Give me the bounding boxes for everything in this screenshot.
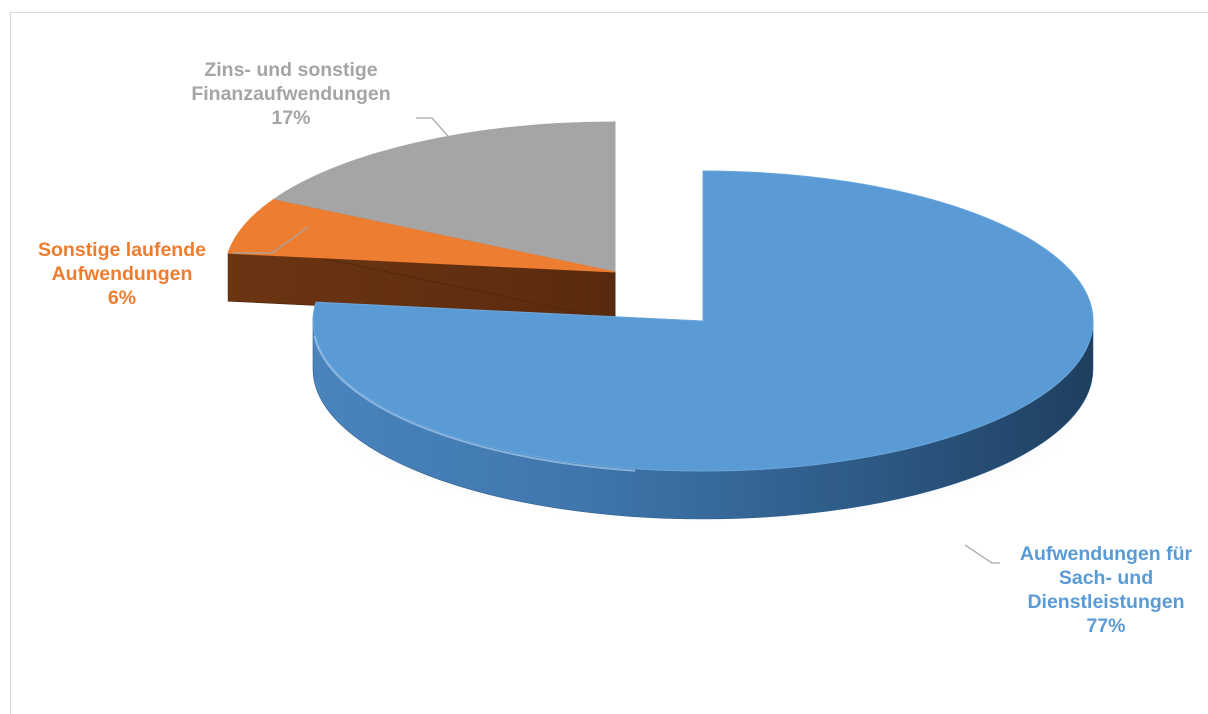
slice-top-face (227, 199, 616, 273)
slice-top-face (272, 121, 616, 273)
data-label-category: Aufwendungen für (1020, 543, 1193, 565)
data-label-value: 77% (1086, 615, 1125, 637)
leader-line-sonstige-aufwendungen (233, 226, 309, 254)
data-label-category: Aufwendungen (52, 263, 193, 285)
data-label-category: Finanzaufwendungen (191, 83, 390, 105)
data-label-value: 17% (271, 107, 310, 129)
slice-rim-highlight (313, 335, 636, 472)
data-label-category: Sonstige laufende (38, 239, 206, 261)
leader-line-sach-dienstleistungen (964, 544, 1000, 564)
leader-line-finanzaufwendungen (416, 117, 463, 153)
pie-slice-sach-dienstleistungen (312, 170, 1094, 520)
data-label-category: Sach- und (1059, 567, 1153, 589)
slice-top-face (312, 170, 1094, 472)
data-label-category: Zins- und sonstige (204, 59, 377, 81)
data-label-category: Dienstleistungen (1027, 591, 1184, 613)
data-label-value: 6% (108, 287, 136, 309)
